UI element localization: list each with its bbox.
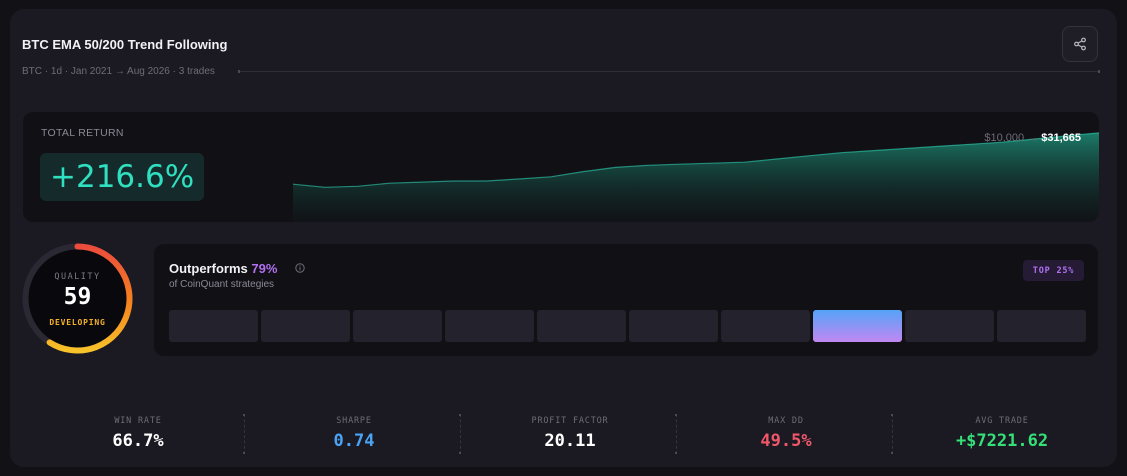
percentile-bin bbox=[997, 310, 1086, 342]
percentile-bin bbox=[445, 310, 534, 342]
quality-score: 59 bbox=[63, 284, 92, 310]
outperform-panel: Outperforms 79% of CoinQuant strategies … bbox=[154, 244, 1098, 356]
percentile-bin bbox=[721, 310, 810, 342]
equity-curve-chart bbox=[292, 132, 1099, 222]
stat-value: 49.5% bbox=[760, 431, 812, 451]
end-equity: $31,665 bbox=[1041, 132, 1081, 144]
stat-value: +$7221.62 bbox=[955, 431, 1049, 451]
total-return-value: +216.6% bbox=[50, 159, 195, 195]
stat-win-rate: WIN RATE 66.7% bbox=[30, 405, 246, 461]
total-return-panel: TOTAL RETURN +216.6% $10,000 → $31,665 bbox=[23, 112, 1099, 222]
stat-sharpe: SHARPE 0.74 bbox=[246, 405, 462, 461]
stat-label: MAX DD bbox=[768, 416, 804, 426]
outperform-prefix: Outperforms bbox=[169, 261, 248, 276]
stat-avg-trade: AVG TRADE +$7221.62 bbox=[894, 405, 1110, 461]
percentile-bin bbox=[905, 310, 994, 342]
stat-label: WIN RATE bbox=[114, 416, 162, 426]
stat-value: 66.7% bbox=[112, 431, 164, 451]
percentile-bin-active bbox=[813, 310, 902, 342]
quality-gauge: QUALITY 59 DEVELOPING bbox=[20, 241, 135, 356]
percentile-bin bbox=[353, 310, 442, 342]
stat-label: PROFIT FACTOR bbox=[531, 416, 609, 426]
stat-label: AVG TRADE bbox=[975, 416, 1029, 426]
stat-divider bbox=[459, 414, 461, 454]
stats-row: WIN RATE 66.7% SHARPE 0.74 PROFIT FACTOR 20.1… bbox=[20, 405, 1127, 461]
outperform-percent: 79% bbox=[251, 261, 278, 276]
total-return-badge: +216.6% bbox=[40, 153, 205, 201]
share-button[interactable] bbox=[1062, 26, 1098, 62]
total-return-label: TOTAL RETURN bbox=[41, 127, 124, 139]
stat-label: SHARPE bbox=[336, 416, 372, 426]
equity-curve-area bbox=[293, 132, 1099, 222]
equity-range: $10,000 → $31,665 bbox=[984, 132, 1081, 144]
stat-divider bbox=[243, 414, 245, 454]
stat-divider bbox=[675, 414, 677, 454]
quality-score-arc bbox=[46, 243, 133, 354]
stat-value: 20.11 bbox=[544, 431, 596, 451]
outperform-title: Outperforms 79% bbox=[169, 261, 277, 276]
stat-profit-factor: PROFIT FACTOR 20.11 bbox=[462, 405, 678, 461]
header-divider bbox=[238, 70, 1100, 73]
equity-curve-line bbox=[292, 132, 1099, 188]
strategy-card: BTC EMA 50/200 Trend Following BTC · 1d … bbox=[10, 9, 1117, 467]
quality-ring bbox=[22, 243, 133, 354]
stat-max-dd: MAX DD 49.5% bbox=[678, 405, 894, 461]
start-equity: $10,000 → bbox=[984, 132, 1039, 144]
percentile-bin bbox=[169, 310, 258, 342]
info-icon[interactable] bbox=[295, 263, 305, 273]
stat-divider bbox=[891, 414, 893, 454]
percentile-bin bbox=[261, 310, 350, 342]
quality-text: QUALITY 59 DEVELOPING bbox=[20, 241, 135, 356]
strategy-meta: BTC · 1d · Jan 2021 → Aug 2026 · 3 trade… bbox=[22, 66, 215, 77]
strategy-title: BTC EMA 50/200 Trend Following bbox=[22, 37, 228, 52]
top-percent-badge: TOP 25% bbox=[1023, 260, 1084, 281]
quality-status: DEVELOPING bbox=[49, 318, 106, 327]
outperform-subtitle: of CoinQuant strategies bbox=[169, 279, 275, 290]
percentile-bin bbox=[629, 310, 718, 342]
share-icon bbox=[1074, 37, 1086, 51]
quality-label: QUALITY bbox=[54, 272, 101, 282]
percentile-bin bbox=[537, 310, 626, 342]
stat-value: 0.74 bbox=[333, 431, 375, 451]
